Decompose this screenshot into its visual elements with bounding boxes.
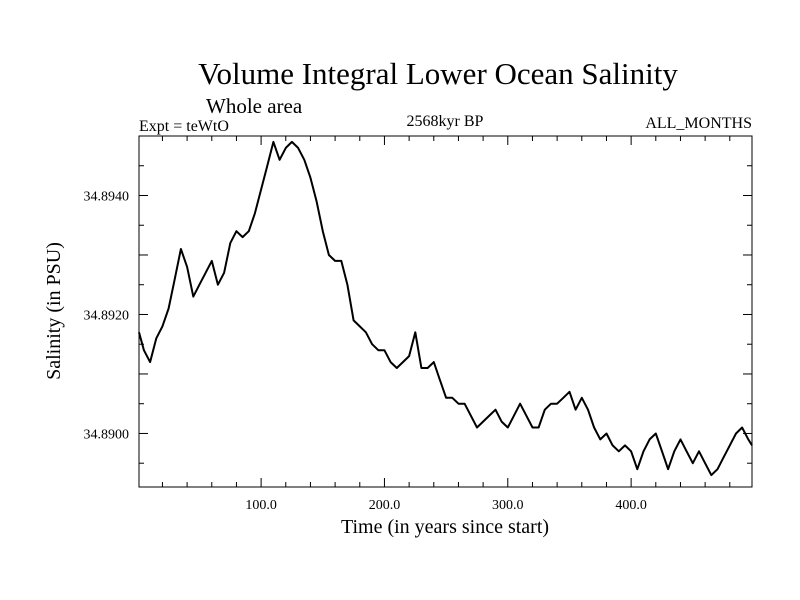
plot-frame	[138, 135, 753, 488]
x-tick-label: 200.0	[369, 498, 401, 513]
chart-title: Volume Integral Lower Ocean Salinity	[198, 56, 678, 91]
x-tick-label: 300.0	[492, 498, 524, 513]
y-tick-label: 34.8940	[84, 189, 130, 204]
experiment-label: Expt = teWtO	[139, 118, 229, 135]
y-tick-label: 34.8900	[84, 427, 130, 442]
series-layer	[138, 140, 753, 477]
x-axis-ticks: 100.0 200.0 300.0 400.0	[161, 136, 731, 513]
salinity-line	[138, 140, 753, 477]
x-axis-label: Time (in years since start)	[341, 516, 549, 538]
chart-subtitle: Whole area	[206, 94, 303, 118]
y-tick-label: 34.8920	[84, 308, 130, 323]
x-tick-label: 400.0	[615, 498, 647, 513]
y-axis-ticks: 34.8900 34.8920 34.8940	[84, 165, 752, 464]
period-label: 2568kyr BP	[407, 113, 484, 130]
months-label: ALL_MONTHS	[645, 115, 752, 132]
y-axis-label: Salinity (in PSU)	[43, 242, 65, 380]
x-tick-label: 100.0	[245, 498, 277, 513]
